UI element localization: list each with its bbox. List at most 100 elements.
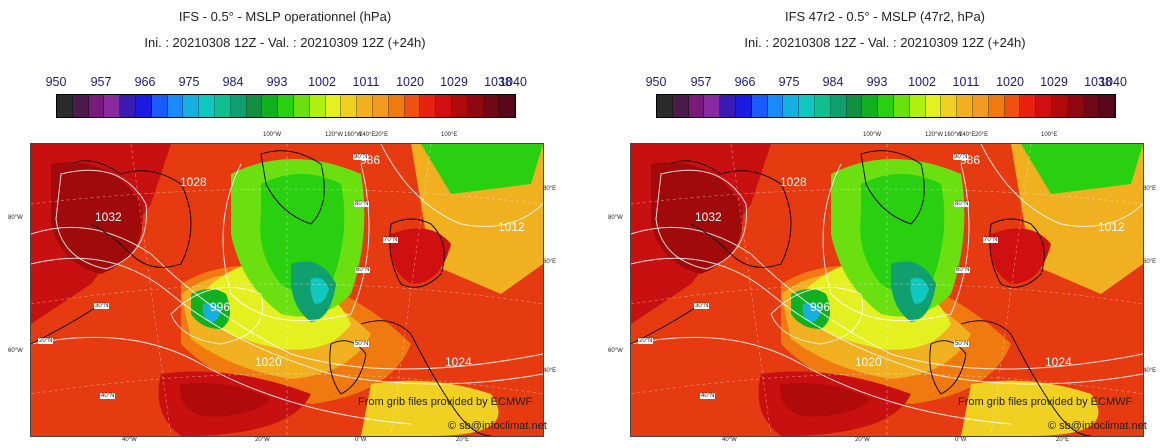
colorbar-swatch [1004,95,1021,117]
isobar-line [631,226,1143,370]
colorbar-tick-label: 1011 [352,75,380,89]
panel-subtitle: Ini. : 20210308 12Z - Val. : 20210309 12… [744,35,1026,50]
colorbar-swatch [1051,95,1068,117]
colorbar-swatch [199,95,215,117]
colorbar-swatch [704,95,721,117]
lon-tick-label: 80°W [8,215,23,221]
pressure-field-region [390,228,451,284]
colorbar-tick-label: 1029 [440,75,468,89]
panel-subtitle: Ini. : 20210308 12Z - Val. : 20210309 12… [144,35,426,50]
lon-tick-label: 100°E [1041,132,1058,138]
colorbar-swatch [499,95,516,117]
lon-tick-label: 60°W [8,348,23,354]
isobar-label: 996 [810,300,831,314]
colorbar-swatch [167,95,184,117]
pressure-field-region [1021,144,1143,194]
colorbar [656,94,1116,118]
colorbar-tick-label: 966 [734,75,756,89]
lon-tick-label: 120°W [925,132,944,138]
colorbar-tick-label: 975 [178,75,200,89]
lon-tick-label: 20°E [375,132,389,138]
map-canvas [631,144,1143,436]
colorbar-tick-label: 966 [134,75,156,89]
lat-label: 70°N [383,237,399,243]
isobar-line [31,336,412,425]
colorbar-tick-label: 975 [778,75,800,89]
isobar-label: 1020 [255,355,282,369]
lon-tick-label: 140°E [959,132,976,138]
lat-label: 90°N [353,154,369,160]
pressure-field-region [421,144,543,194]
lon-tick-label: 160°W [344,132,363,138]
colorbar-tick-label: 957 [90,75,112,89]
colorbar-swatch [972,95,989,117]
pressure-field-region [180,383,271,417]
isobar-line [380,144,543,227]
isobar-label: 1024 [445,355,472,369]
lat-label: 50°N [354,341,370,347]
colorbar-swatch [767,95,784,117]
colorbar-swatch [1099,95,1116,117]
colorbar-tick-label: 950 [645,75,667,89]
colorbar-swatch [862,95,879,117]
coastline [360,320,492,436]
map-canvas [31,144,543,436]
colorbar-swatch [278,95,294,117]
colorbar-swatch [57,95,73,117]
colorbar-swatch [436,95,452,117]
lat-label: 70°N [983,237,999,243]
pressure-field-region [802,302,821,322]
colorbar-swatch [357,95,373,117]
isobar-label: 1028 [180,175,207,189]
pressure-field-region [990,228,1051,284]
colorbar-swatch [246,95,263,117]
isobar-label: 1012 [1098,220,1125,234]
colorbar-swatch [814,95,831,117]
colorbar-swatch [925,95,942,117]
colorbar-swatch [735,95,752,117]
colorbar-swatch [420,95,437,117]
lon-tick-label: 40°E [1143,368,1157,374]
colorbar-swatch [688,95,705,117]
copyright-credit: © sb@infoclimat.net [1048,420,1147,432]
colorbar-swatch [830,95,847,117]
colorbar-tick-label: 1038 [1084,75,1112,89]
colorbar-swatch [672,95,689,117]
lon-tick-label: 40°W [122,437,137,443]
colorbar-swatch [325,95,342,117]
coastline [389,218,445,288]
coastline [70,160,192,268]
colorbar-swatch [657,95,673,117]
colorbar-tick-label: 1020 [396,75,424,89]
isobar-line [170,286,264,345]
lon-tick-label: 100°W [263,132,282,138]
lon-tick-label: 0°W [955,437,967,443]
coastline [260,150,325,225]
colorbar-swatch [751,95,768,117]
colorbar-swatch [467,95,484,117]
lat-label: 80°N [354,201,370,207]
colorbar-tick-label: 984 [822,75,844,89]
lon-tick-label: 100°E [441,132,458,138]
colorbar-swatch [372,95,389,117]
colorbar-swatch [909,95,926,117]
colorbar-tick-label: 950 [45,75,67,89]
isobar-label: 1032 [95,210,122,224]
isobar-line [55,169,147,270]
colorbar-swatch [988,95,1005,117]
lon-tick-label: 140°E [359,132,376,138]
lat-label: 50°N [954,341,970,347]
colorbar-swatch [1083,95,1100,117]
isobar-line [31,257,543,385]
copyright-credit: © sb@infoclimat.net [448,420,547,432]
colorbar-swatch [230,95,247,117]
colorbar-swatch [72,95,89,117]
colorbar-swatch [957,95,973,117]
lon-tick-label: 20°E [456,437,470,443]
coastline [929,340,967,395]
colorbar-swatch [135,95,152,117]
colorbar-swatch [341,95,358,117]
panel-title: IFS 47r2 - 0.5° - MSLP (47r2, hPa) [784,9,986,24]
pressure-field-region [860,174,945,292]
colorbar-tick-label: 957 [690,75,712,89]
